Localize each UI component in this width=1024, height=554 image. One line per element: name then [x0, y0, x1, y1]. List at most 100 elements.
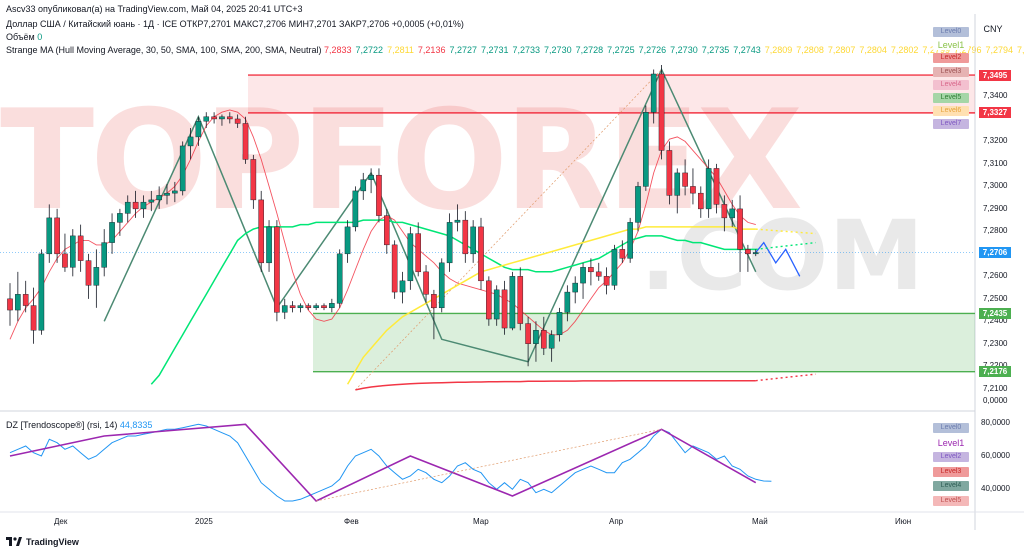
candle-body	[226, 116, 233, 120]
ma-line-1	[150, 219, 756, 385]
ma-value: 7,2804	[859, 45, 887, 55]
candle-body	[391, 244, 398, 293]
price-tick-label: 7,3100	[983, 158, 1008, 168]
rsi-title[interactable]: DZ [Trendoscope®] (rsi, 14)	[6, 420, 118, 430]
candle-body	[172, 190, 178, 194]
rsi-value: 44,8335	[119, 420, 153, 430]
volume-value: 0	[37, 32, 43, 42]
candle-body	[541, 330, 547, 349]
candle-body	[423, 271, 429, 295]
candle-body	[752, 252, 759, 255]
price-tick-label: 7,2100	[983, 383, 1008, 393]
candle-body	[187, 136, 194, 147]
level-badge: Level3	[933, 66, 969, 77]
candle-body	[745, 249, 751, 255]
candle-body	[258, 199, 265, 264]
candle-body	[588, 267, 594, 273]
ma-value: 7,2808	[796, 45, 824, 55]
candle-body	[360, 179, 367, 192]
time-tick-label: 2025	[195, 517, 213, 526]
time-tick-label: Мар	[473, 517, 489, 526]
time-tick-label: Дек	[54, 517, 68, 526]
candle-body	[77, 235, 84, 261]
candle-body	[564, 291, 571, 313]
ma-200-projection	[755, 373, 816, 382]
resistance-zone	[248, 75, 975, 113]
price-tick-label: 7,3000	[983, 181, 1008, 191]
ma-value: 7,2735	[701, 45, 730, 55]
candle-body	[321, 305, 327, 309]
price-tick-label: 7,2600	[983, 271, 1008, 281]
candle-body	[399, 280, 406, 293]
level-badge: Level5	[933, 93, 969, 103]
rsi-tick-label: 40,0000	[981, 484, 1010, 494]
candle-body	[525, 323, 531, 344]
symbol-label[interactable]: Доллар США / Китайский юань · 1Д · ICE	[6, 19, 178, 29]
candle-body	[38, 253, 45, 331]
candle-body	[454, 219, 461, 223]
ma-value: 7,2811	[387, 45, 414, 55]
ma-value: 7,2833	[324, 45, 352, 55]
footer: TradingView	[6, 537, 79, 547]
time-tick-label: Июн	[895, 517, 912, 526]
candle-body	[478, 226, 484, 282]
rsi-dotted-line	[316, 428, 662, 502]
published-by: Ascv33 опубликовал(а) на TradingView.com…	[6, 4, 303, 14]
rsi-tick-label: 60,0000	[981, 451, 1010, 460]
candle-body	[705, 168, 712, 210]
price-tick-label: 7,3200	[983, 136, 1008, 146]
candle-body	[595, 271, 602, 277]
candle-body	[415, 233, 422, 273]
candle-body	[266, 226, 272, 264]
price-tick-label: 7,2900	[983, 203, 1008, 213]
ma-label[interactable]: Strange MA (Hull Moving Average, 30, 50,…	[6, 45, 322, 55]
candle-body	[431, 294, 437, 309]
ma-line-2	[346, 226, 756, 385]
ohlc-values: ОТКР7,2701 МАКС7,2706 МИН7,2701 ЗАКР7,27…	[179, 19, 464, 29]
volume-label: Объём	[6, 32, 35, 42]
volume-line: Объём 0	[6, 32, 42, 42]
candle-body	[242, 123, 249, 160]
candle-body	[627, 222, 633, 259]
candle-body	[203, 116, 210, 122]
ma-value: 7,2794	[985, 45, 1014, 55]
candle-body	[407, 233, 414, 282]
ma-100-projection	[755, 228, 816, 235]
candle-body	[69, 235, 76, 268]
ma-50-projection	[755, 241, 816, 251]
candle-body	[305, 305, 312, 309]
rsi-zigzag	[9, 423, 757, 502]
candle-body	[643, 112, 649, 187]
candle-body	[501, 289, 508, 329]
price-tag: 7,3327	[979, 107, 1011, 119]
time-tick-label: Апр	[609, 517, 624, 526]
ma-value: 7,2731	[480, 45, 509, 55]
candle-body	[289, 305, 296, 309]
level-badge: Level0	[933, 27, 969, 37]
projection-arrow	[755, 241, 801, 277]
rsi-header: DZ [Trendoscope®] (rsi, 14) 44,8335	[6, 420, 152, 430]
ma-value: 7,2136	[417, 45, 446, 55]
footer-brand[interactable]: TradingView	[26, 537, 79, 547]
ma-value: 7,2722	[355, 45, 384, 55]
candle-body	[384, 215, 390, 246]
candle-body	[517, 276, 524, 324]
candle-body	[611, 249, 618, 286]
candle-body	[352, 190, 359, 228]
candle-body	[635, 186, 641, 223]
currency-label[interactable]: CNY	[983, 24, 1003, 34]
ma-value: 7,2733	[512, 45, 541, 55]
candle-body	[713, 168, 720, 205]
candle-body	[93, 267, 100, 286]
candle-body	[486, 280, 492, 320]
candle-body	[376, 174, 382, 216]
ma-value: 7,2726	[638, 45, 667, 55]
ma-value: 7,2728	[575, 45, 604, 55]
price-tag: 7,2706	[979, 247, 1011, 258]
candle-body	[234, 118, 241, 124]
candle-body	[164, 192, 170, 196]
ma-value: 7,2802	[890, 45, 919, 55]
candle-body	[470, 226, 476, 255]
candle-body	[329, 303, 335, 309]
